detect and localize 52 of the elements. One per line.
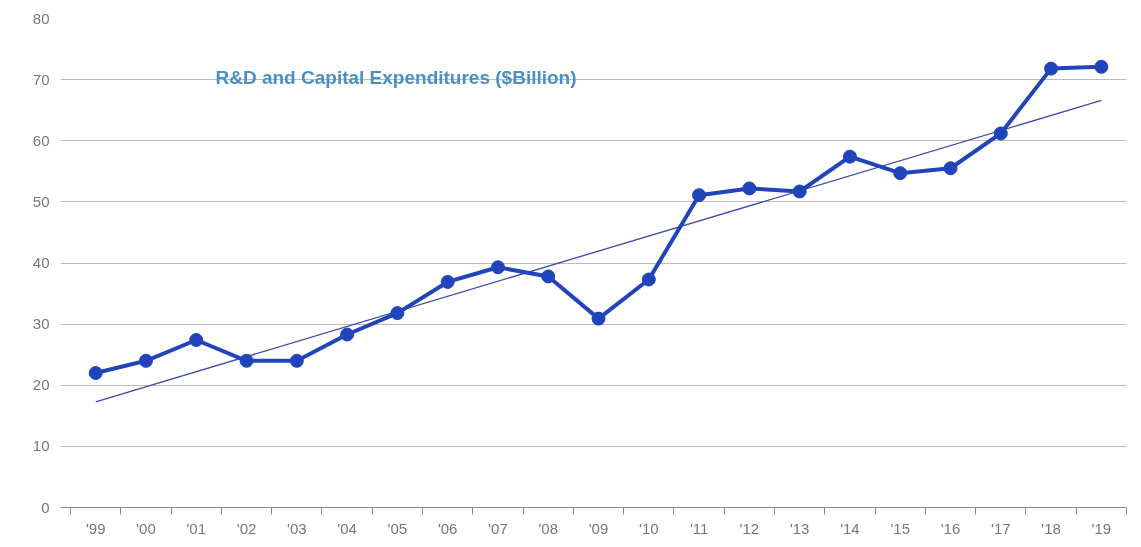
point bbox=[742, 181, 757, 196]
point bbox=[440, 274, 455, 289]
x-tick-label: '18 bbox=[1041, 519, 1061, 537]
x-tick-label: '17 bbox=[991, 519, 1011, 537]
x-tick-label: '04 bbox=[337, 519, 357, 537]
y-tick-label: 20 bbox=[32, 376, 50, 394]
x-tick-label: '09 bbox=[588, 519, 609, 537]
point bbox=[692, 188, 707, 203]
point bbox=[340, 327, 355, 342]
x-tick-label: '10 bbox=[639, 519, 659, 537]
point bbox=[490, 260, 505, 275]
point bbox=[792, 184, 807, 199]
point bbox=[591, 311, 606, 326]
y-tick-label: 50 bbox=[32, 192, 50, 210]
x-tick-label: '05 bbox=[387, 519, 408, 537]
point bbox=[88, 366, 103, 381]
point bbox=[842, 149, 857, 164]
y-tick-label: 60 bbox=[32, 131, 50, 149]
x-tick-label: '03 bbox=[287, 519, 307, 537]
x-tick-label: '07 bbox=[488, 519, 508, 537]
y-tick-label: 30 bbox=[32, 315, 50, 333]
x-tick-label: '12 bbox=[739, 519, 760, 537]
point bbox=[1094, 59, 1109, 74]
x-tick-label: '08 bbox=[538, 519, 559, 537]
x-tick-label: '99 bbox=[85, 519, 106, 537]
x-tick-label: '01 bbox=[186, 519, 207, 537]
point bbox=[541, 269, 556, 284]
x-tick-label: '15 bbox=[890, 519, 911, 537]
x-tick-label: '00 bbox=[136, 519, 156, 537]
x-tick-label: '11 bbox=[689, 519, 709, 537]
point bbox=[289, 353, 304, 368]
text: R&D and Capital Expenditures ($Billion) bbox=[215, 66, 577, 88]
y-tick-label: 40 bbox=[32, 254, 50, 271]
x-tick-label: '02 bbox=[236, 519, 257, 537]
point bbox=[1044, 61, 1059, 76]
point bbox=[993, 126, 1008, 141]
point bbox=[641, 272, 656, 287]
y-tick-label: 70 bbox=[32, 70, 50, 88]
x-tick-label: '16 bbox=[940, 519, 961, 537]
x-tick-label: '14 bbox=[840, 519, 860, 537]
x-tick-label: '13 bbox=[789, 519, 810, 537]
y-tick-label: 10 bbox=[32, 437, 50, 455]
x-tick-label: '06 bbox=[437, 519, 458, 537]
y-tick-label: 80 bbox=[32, 9, 50, 27]
point bbox=[189, 333, 204, 347]
point bbox=[943, 161, 958, 176]
x-tick-label: '19 bbox=[1091, 519, 1112, 537]
y-tick-label: 0 bbox=[41, 498, 50, 516]
point bbox=[239, 353, 254, 368]
point bbox=[390, 306, 405, 321]
point bbox=[893, 166, 908, 181]
point bbox=[138, 353, 153, 368]
